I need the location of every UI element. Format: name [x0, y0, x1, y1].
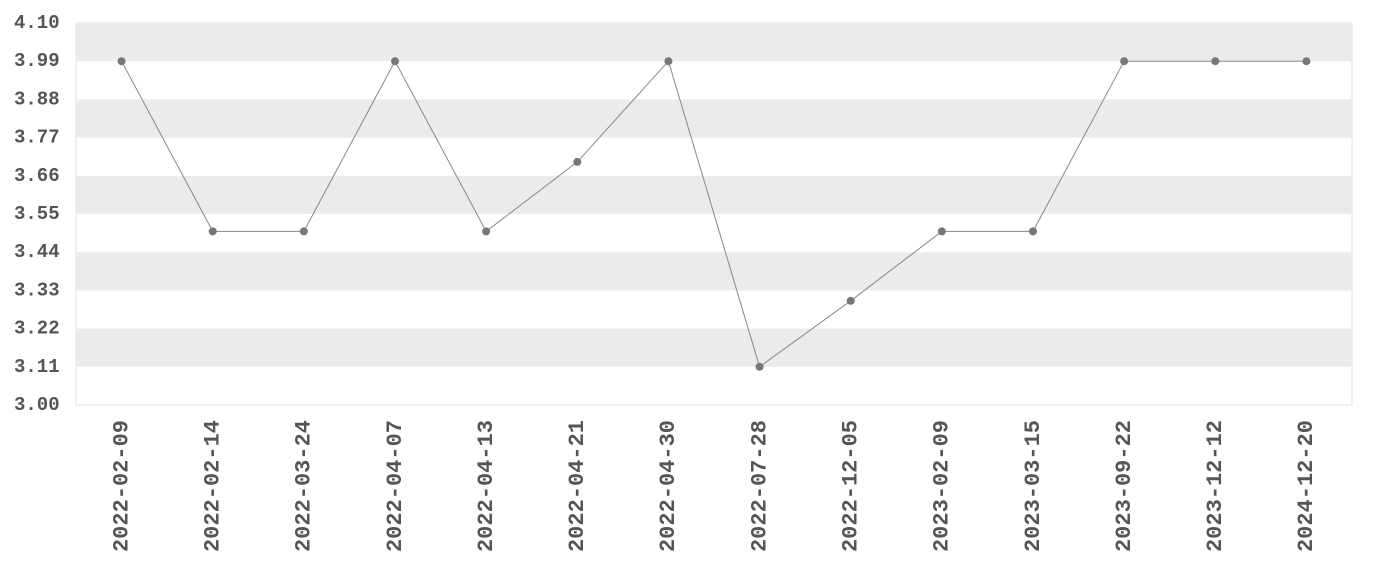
point [664, 57, 673, 66]
point [1211, 57, 1220, 66]
grid-band [76, 328, 1352, 367]
x-tick-label: 2023-12-12 [1203, 420, 1228, 552]
point [299, 227, 308, 236]
point [208, 227, 217, 236]
y-tick-label: 3.88 [14, 88, 60, 110]
point [117, 57, 126, 66]
x-tick-label: 2022-04-13 [474, 420, 499, 552]
x-tick-label: 2024-12-20 [1294, 420, 1319, 552]
grid-band [76, 23, 1352, 62]
x-tick-label: 2022-04-30 [656, 420, 681, 552]
y-tick-label: 4.10 [14, 12, 60, 34]
x-tick-label: 2022-12-05 [839, 420, 864, 552]
x-tick-label: 2023-02-09 [930, 420, 955, 552]
y-tick-label: 3.22 [14, 318, 60, 340]
y-tick-label: 3.11 [14, 356, 60, 378]
y-tick-label: 3.00 [14, 394, 60, 416]
point [391, 57, 399, 66]
x-tick-label: 2022-04-07 [383, 420, 408, 552]
y-tick-label: 3.33 [14, 279, 60, 301]
point [1029, 227, 1037, 236]
point [846, 296, 855, 305]
point [937, 227, 946, 236]
grid-band [76, 99, 1352, 138]
y-tick-label: 3.99 [14, 50, 60, 72]
grid-band [76, 175, 1352, 214]
grid-band [76, 252, 1352, 291]
point [1120, 57, 1129, 66]
x-tick-label: 2022-02-14 [201, 420, 226, 552]
x-tick-label: 2022-03-24 [292, 420, 317, 552]
y-tick-label: 3.55 [14, 203, 60, 225]
y-tick-label: 3.77 [14, 127, 60, 149]
line [121, 60, 1307, 368]
point [573, 157, 582, 166]
y-tick-label: 3.44 [14, 241, 60, 263]
y-tick-label: 3.66 [14, 165, 60, 187]
point [482, 227, 491, 236]
point [1302, 57, 1311, 66]
x-tick-label: 2022-04-21 [565, 420, 590, 552]
x-tick-label: 2022-07-28 [747, 420, 772, 552]
point [755, 362, 764, 371]
x-tick-label: 2023-09-22 [1112, 420, 1137, 552]
x-tick-label: 2023-03-15 [1021, 420, 1046, 552]
x-tick-label: 2022-02-09 [109, 420, 134, 552]
